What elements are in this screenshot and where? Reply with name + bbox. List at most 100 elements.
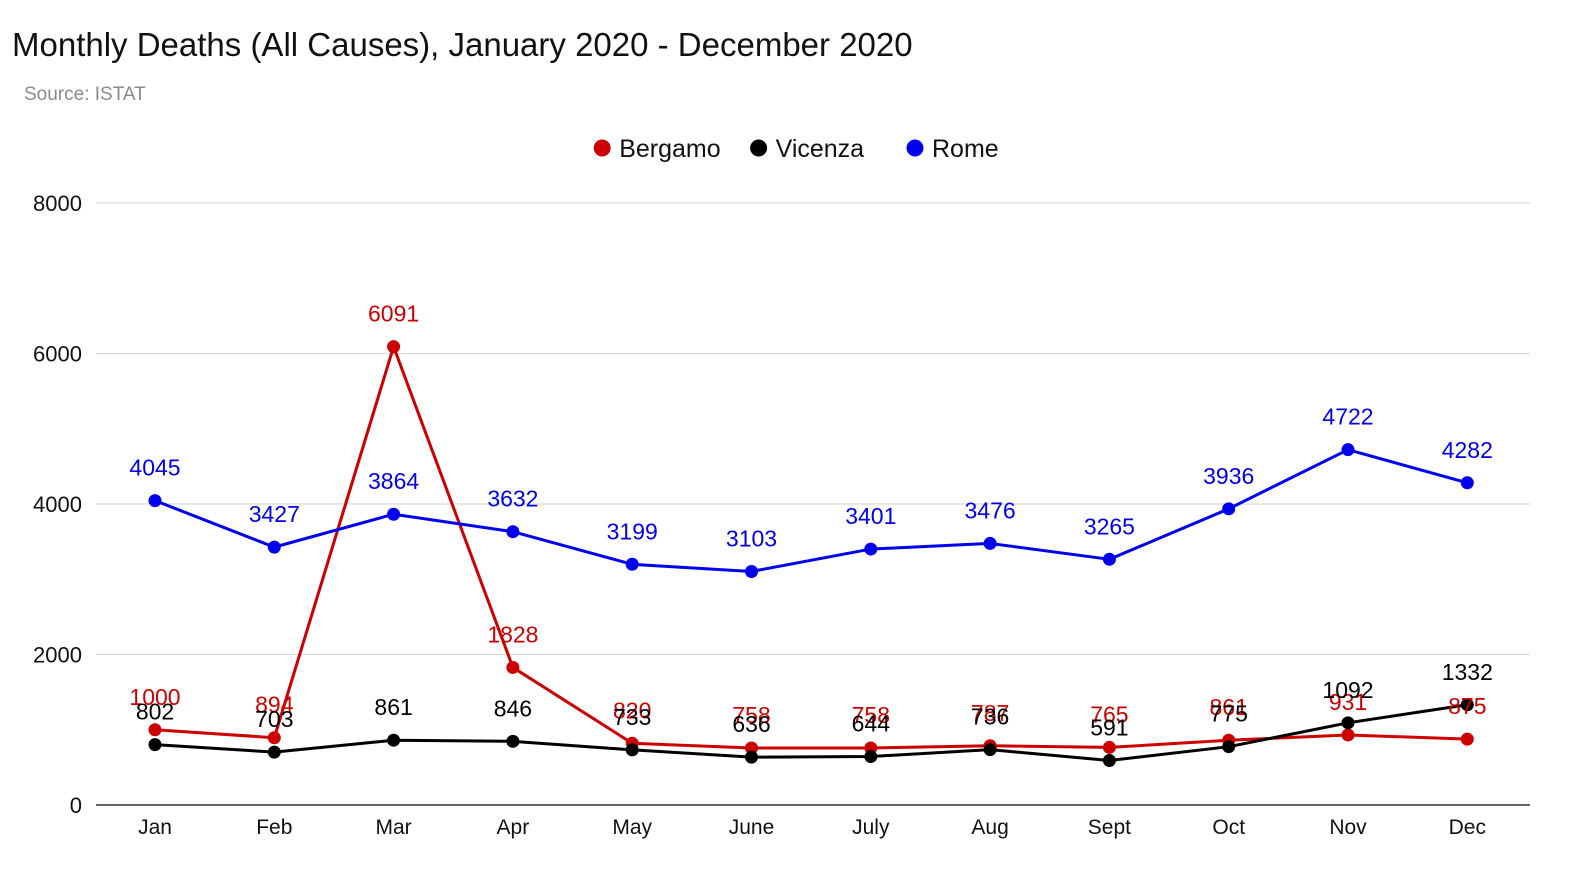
legend-label-rome: Rome <box>932 135 999 163</box>
data-point-bergamo <box>148 723 162 737</box>
x-tick-label: Dec <box>1449 816 1486 839</box>
x-tick-label: Apr <box>497 816 530 839</box>
data-label-rome: 3401 <box>845 503 896 529</box>
y-tick-label: 2000 <box>33 643 82 668</box>
legend-label-bergamo: Bergamo <box>619 135 720 163</box>
data-point-vicenza <box>148 738 162 752</box>
data-point-rome <box>1460 476 1474 490</box>
data-label-bergamo: 1000 <box>129 684 180 710</box>
data-point-rome <box>387 507 401 521</box>
series-lines <box>148 340 1474 768</box>
data-point-vicenza <box>1341 716 1355 730</box>
data-point-bergamo <box>745 741 758 755</box>
data-label-bergamo: 758 <box>732 702 770 728</box>
data-label-rome: 3632 <box>487 486 538 512</box>
data-point-rome <box>983 536 997 550</box>
data-label-vicenza: 775 <box>1210 701 1248 727</box>
data-label-rome: 3476 <box>965 497 1016 523</box>
data-point-rome <box>148 494 162 508</box>
y-tick-label: 8000 <box>33 191 82 216</box>
data-point-vicenza <box>387 733 401 747</box>
data-label-bergamo: 875 <box>1448 693 1486 719</box>
x-tick-label: Oct <box>1212 816 1245 839</box>
data-label-rome: 3864 <box>368 468 419 494</box>
x-tick-label: July <box>852 816 890 839</box>
data-labels: 1000 894 6091 1828 820 758 758 787 765 861 931 875 8… <box>129 301 1492 741</box>
data-point-rome <box>1341 443 1355 457</box>
data-label-bergamo: 1828 <box>487 621 538 647</box>
data-point-vicenza <box>745 750 758 764</box>
data-label-rome: 3936 <box>1203 463 1254 489</box>
data-label-bergamo: 787 <box>971 700 1009 726</box>
x-tick-label: Feb <box>256 816 292 839</box>
chart-subtitle: Source: ISTAT <box>24 84 146 105</box>
chart-title: Monthly Deaths (All Causes), January 202… <box>12 26 913 63</box>
data-point-bergamo <box>1460 732 1474 746</box>
data-point-vicenza <box>625 743 639 757</box>
x-tick-label: Jan <box>138 816 172 839</box>
data-label-rome: 4045 <box>129 455 180 481</box>
data-label-rome: 3265 <box>1084 513 1135 539</box>
data-point-vicenza <box>1460 698 1474 712</box>
data-point-rome <box>1102 552 1116 566</box>
data-label-bergamo: 758 <box>852 702 890 728</box>
data-label-vicenza: 591 <box>1090 715 1128 741</box>
series-line-rome <box>154 448 1468 573</box>
data-point-vicenza <box>1222 740 1236 754</box>
data-label-bergamo: 6091 <box>368 301 419 327</box>
data-label-bergamo: 931 <box>1329 689 1367 715</box>
x-tick-label: June <box>729 816 775 839</box>
data-label-vicenza: 636 <box>732 711 770 737</box>
data-label-vicenza: 1332 <box>1442 659 1493 685</box>
series-line-bergamo <box>154 345 1468 750</box>
data-point-rome <box>267 540 281 554</box>
legend-marker-rome <box>906 139 924 157</box>
data-label-bergamo: 765 <box>1090 701 1128 727</box>
data-label-rome: 4722 <box>1322 404 1373 430</box>
data-label-vicenza: 802 <box>136 699 174 725</box>
data-label-rome: 3103 <box>726 525 777 551</box>
data-label-vicenza: 733 <box>613 704 651 730</box>
data-point-bergamo <box>1341 728 1355 742</box>
data-point-vicenza <box>1102 754 1116 768</box>
legend: Bergamo Vicenza Rome <box>593 135 999 163</box>
axes: 0 2000 4000 6000 8000 Jan Feb Mar Apr May June July… <box>33 191 1530 839</box>
data-point-rome <box>506 525 520 539</box>
series-line-vicenza <box>154 703 1468 763</box>
data-label-vicenza: 1092 <box>1322 677 1373 703</box>
data-label-rome: 3199 <box>607 518 658 544</box>
data-point-bergamo <box>387 340 401 354</box>
data-label-vicenza: 703 <box>255 706 293 732</box>
data-point-rome <box>745 564 758 578</box>
y-tick-label: 6000 <box>33 342 82 367</box>
data-point-rome <box>1222 502 1236 516</box>
data-label-bergamo: 820 <box>613 697 651 723</box>
gridlines <box>96 202 1530 656</box>
data-point-bergamo <box>1102 740 1116 754</box>
data-point-rome <box>864 542 878 556</box>
data-label-vicenza: 861 <box>374 694 412 720</box>
data-point-bergamo <box>267 731 281 745</box>
x-tick-label: May <box>612 816 652 839</box>
data-point-bergamo <box>506 660 520 674</box>
legend-marker-bergamo <box>593 139 611 157</box>
data-point-vicenza <box>864 750 878 764</box>
data-label-bergamo: 861 <box>1210 694 1248 720</box>
data-point-vicenza <box>983 743 997 757</box>
legend-marker-vicenza <box>750 139 768 157</box>
data-label-vicenza: 846 <box>494 695 532 721</box>
data-label-rome: 3427 <box>249 501 300 527</box>
data-label-vicenza: 736 <box>971 704 1009 730</box>
x-tick-label: Mar <box>376 816 412 839</box>
y-tick-label: 0 <box>70 793 82 818</box>
data-point-vicenza <box>267 745 281 759</box>
data-label-rome: 4282 <box>1442 437 1493 463</box>
data-point-rome <box>625 557 639 571</box>
data-point-vicenza <box>506 734 520 748</box>
data-label-bergamo: 894 <box>255 692 294 718</box>
x-tick-label: Nov <box>1329 816 1367 839</box>
legend-label-vicenza: Vicenza <box>776 135 865 163</box>
y-tick-label: 4000 <box>33 492 82 517</box>
x-tick-label: Aug <box>971 816 1008 839</box>
